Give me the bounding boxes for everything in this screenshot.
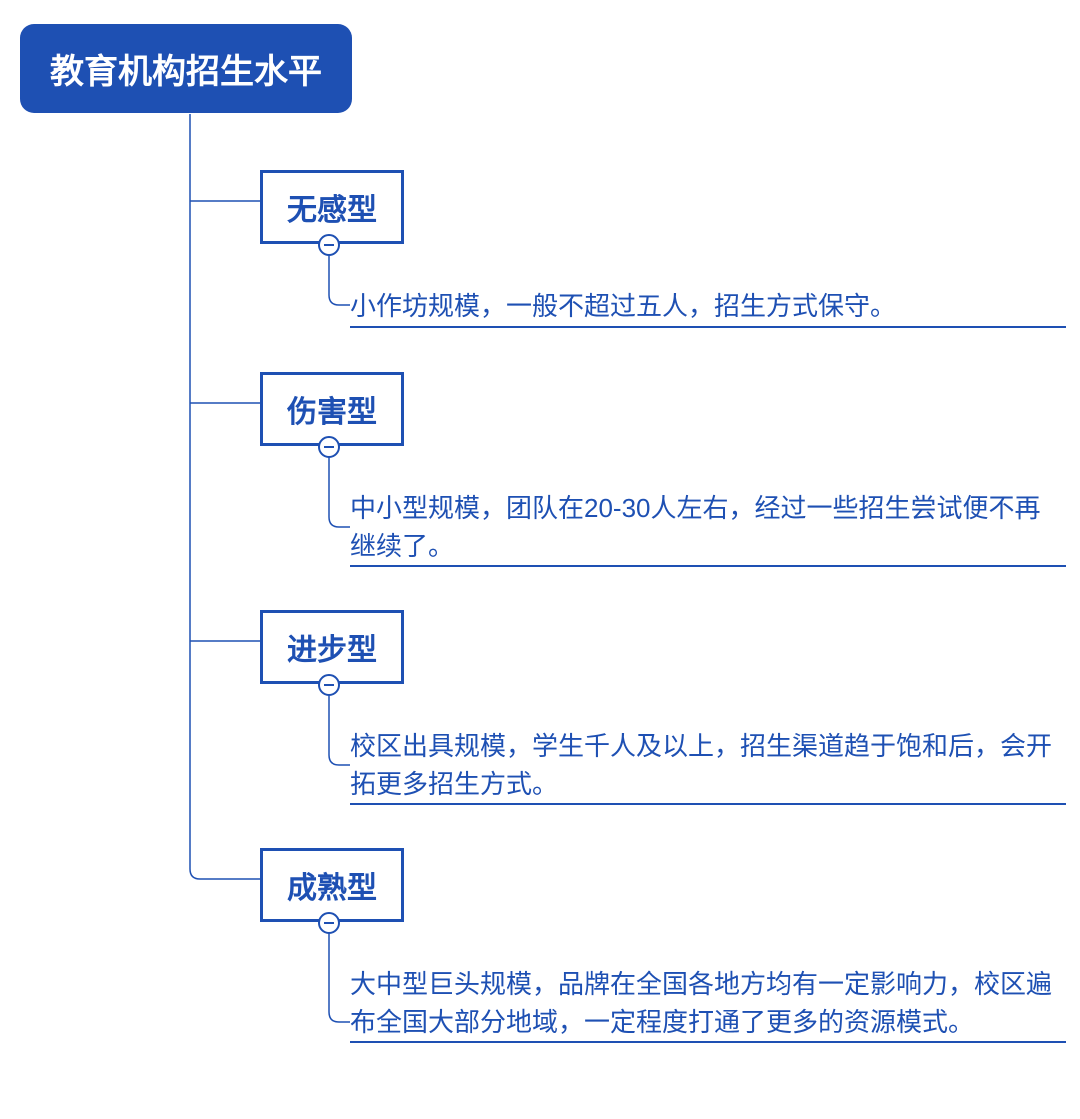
- type-box-type2: 伤害型: [260, 372, 404, 446]
- desc-text-type3: 校区出具规模，学生千人及以上，招生渠道趋于饱和后，会开拓更多招生方式。: [350, 728, 1066, 805]
- root-label: 教育机构招生水平: [50, 53, 322, 91]
- desc-text-type2: 中小型规模，团队在20-30人左右，经过一些招生尝试便不再继续了。: [350, 490, 1066, 567]
- type-box-type3: 进步型: [260, 610, 404, 684]
- desc-text-type4: 大中型巨头规模，品牌在全国各地方均有一定影响力，校区遍布全国大部分地域，一定程度…: [350, 966, 1066, 1043]
- type-box-type4: 成熟型: [260, 848, 404, 922]
- desc-text-type1: 小作坊规模，一般不超过五人，招生方式保守。: [350, 288, 1066, 328]
- collapse-icon[interactable]: [318, 436, 340, 458]
- type-label: 伤害型: [287, 396, 377, 429]
- type-label: 进步型: [287, 634, 377, 667]
- collapse-icon[interactable]: [318, 912, 340, 934]
- type-label: 成熟型: [287, 872, 377, 905]
- type-box-type1: 无感型: [260, 170, 404, 244]
- root-node: 教育机构招生水平: [20, 24, 352, 113]
- type-label: 无感型: [287, 194, 377, 227]
- collapse-icon[interactable]: [318, 234, 340, 256]
- collapse-icon[interactable]: [318, 674, 340, 696]
